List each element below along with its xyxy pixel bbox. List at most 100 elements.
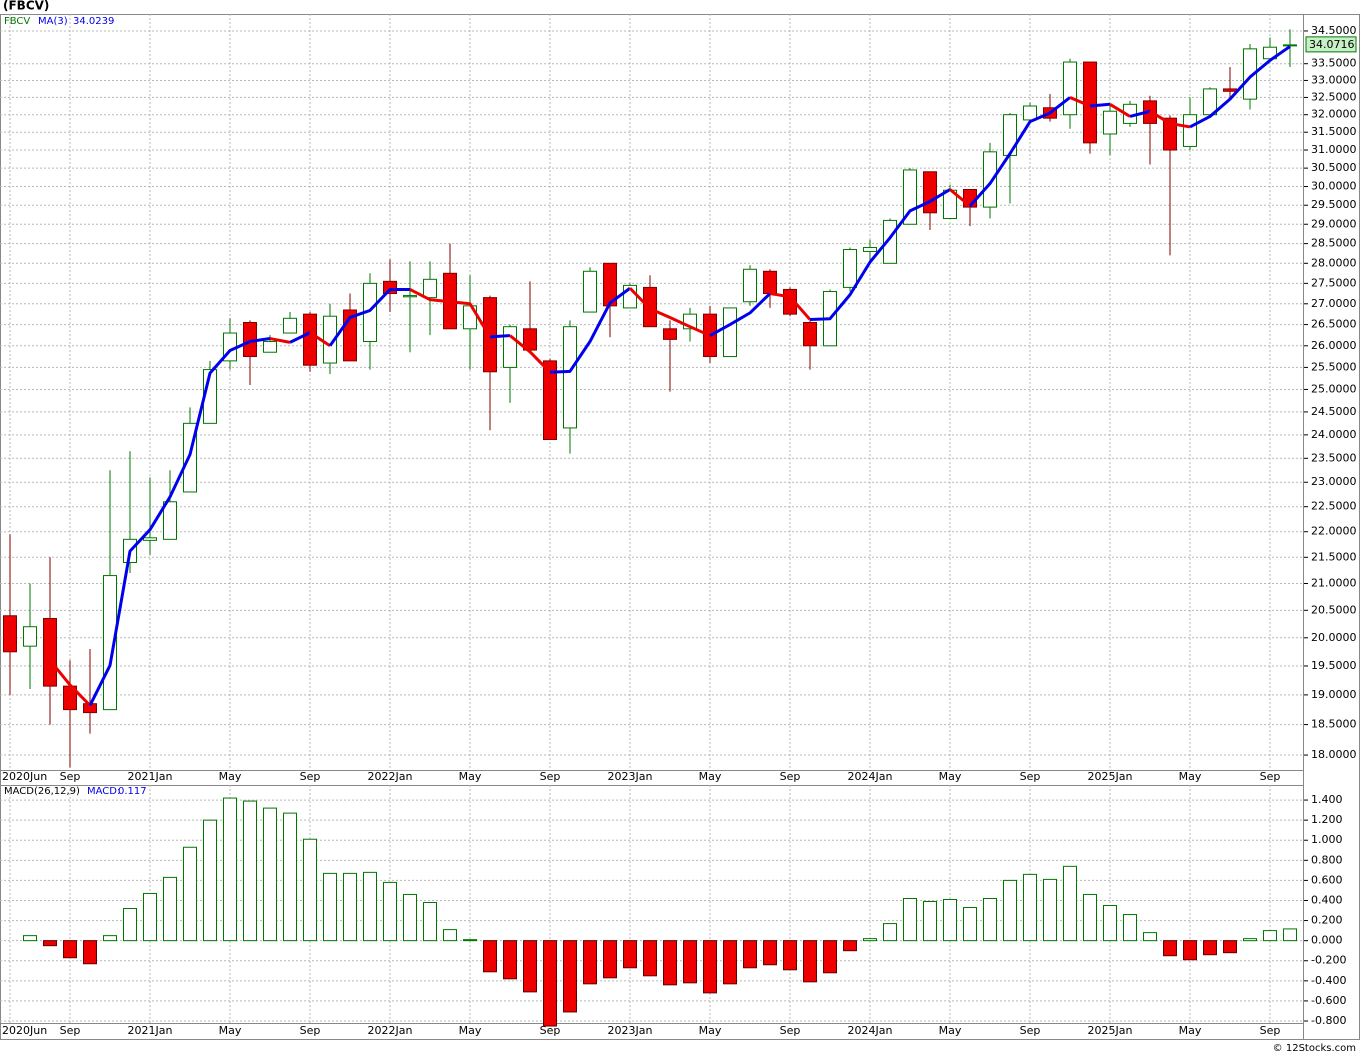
x-tick-label: May — [699, 1024, 722, 1037]
x-tick-label: May — [459, 1024, 482, 1037]
candle-body — [403, 295, 417, 298]
x-tick-label: May — [459, 770, 482, 783]
y-tick-label: 22.5000 — [1311, 500, 1357, 513]
ma-line — [1189, 45, 1291, 129]
footer: © 12Stocks.com — [1273, 1043, 1356, 1054]
bar — [1223, 940, 1237, 954]
y-tick-label: 23.5000 — [1311, 451, 1357, 464]
candle-body — [1103, 110, 1117, 135]
candle-body — [1003, 114, 1017, 156]
bar — [963, 907, 977, 942]
ma-line — [949, 188, 971, 208]
candle-body — [303, 313, 317, 366]
ma-line — [309, 331, 331, 348]
y-tick-label: 1.400 — [1311, 793, 1343, 806]
candle-body — [663, 328, 677, 340]
bar — [263, 807, 277, 942]
bar — [923, 900, 937, 942]
y-tick-label: 25.0000 — [1311, 382, 1357, 395]
bar — [403, 893, 417, 942]
bar — [903, 897, 917, 942]
x-tick-label: 2025Jan — [1088, 1024, 1133, 1037]
bar — [1063, 865, 1077, 942]
y-tick-label: 32.5000 — [1311, 90, 1357, 103]
x-tick-label: Sep — [60, 770, 81, 783]
x-tick-label: Sep — [60, 1024, 81, 1037]
x-tick-label: Sep — [1020, 1024, 1041, 1037]
bar — [1123, 914, 1137, 942]
ma-line — [809, 188, 951, 322]
candle-body — [1063, 61, 1077, 116]
x-tick-label: 2022Jan — [368, 770, 413, 783]
x-tick-label: May — [939, 1024, 962, 1037]
y-tick-label: 31.0000 — [1311, 143, 1357, 156]
bar — [303, 838, 317, 942]
bar — [803, 940, 817, 983]
y-tick-label: 0.200 — [1311, 914, 1343, 927]
y-tick-label: 28.0000 — [1311, 256, 1357, 269]
bar — [343, 872, 357, 942]
bar — [63, 940, 77, 959]
bar — [483, 940, 497, 973]
bar — [663, 940, 677, 986]
candle-body — [383, 280, 397, 295]
bar — [1243, 938, 1257, 942]
y-tick-label: -0.200 — [1311, 954, 1346, 967]
bar — [203, 819, 217, 942]
bar — [743, 940, 757, 969]
bar — [383, 881, 397, 942]
candle-body — [1163, 117, 1177, 151]
x-tick-label: May — [219, 770, 242, 783]
bar — [583, 940, 597, 985]
candle-body — [143, 537, 157, 541]
bar — [723, 940, 737, 985]
y-tick-label: 21.5000 — [1311, 550, 1357, 563]
bar — [943, 898, 957, 942]
legend-symbol: FBCV — [4, 16, 30, 27]
candle-body — [503, 326, 517, 368]
candle-body — [23, 626, 37, 647]
x-tick-label: May — [699, 770, 722, 783]
x-tick-label: 2023Jan — [608, 1024, 653, 1037]
bar — [823, 940, 837, 974]
x-tick-label: 2023Jan — [608, 770, 653, 783]
ma-line — [409, 288, 492, 338]
y-tick-label: 27.0000 — [1311, 297, 1357, 310]
candle-body — [3, 615, 17, 653]
candle-body — [843, 248, 857, 288]
y-tick-label: 1.200 — [1311, 813, 1343, 826]
candle-body — [323, 315, 337, 364]
bar — [1283, 928, 1297, 942]
candle-body — [263, 341, 277, 353]
ma-line — [1149, 109, 1191, 129]
y-tick-label: 34.5000 — [1311, 24, 1357, 37]
x-tick-label: 2021Jan — [128, 770, 173, 783]
x-tick-label: 2024Jan — [848, 770, 893, 783]
y-tick-label: 22.0000 — [1311, 525, 1357, 538]
y-tick-label: 26.0000 — [1311, 339, 1357, 352]
x-tick-label: Sep — [780, 1024, 801, 1037]
y-tick-label: 0.000 — [1311, 934, 1343, 947]
x-tick-label: Sep — [300, 770, 321, 783]
y-tick-label: 0.600 — [1311, 873, 1343, 886]
ma-line — [48, 659, 92, 707]
candle-body — [43, 617, 57, 687]
y-tick-label: 19.5000 — [1311, 659, 1357, 672]
candle-body — [763, 270, 777, 295]
y-tick-label: 33.5000 — [1311, 57, 1357, 70]
y-tick-label: -0.600 — [1311, 994, 1346, 1007]
x-tick-label: Sep — [1020, 770, 1041, 783]
bar — [143, 892, 157, 942]
y-tick-label: 26.5000 — [1311, 318, 1357, 331]
bar — [883, 923, 897, 942]
y-tick-label: 18.0000 — [1311, 748, 1357, 761]
bar — [1143, 932, 1157, 942]
x-tick-label: Sep — [300, 1024, 321, 1037]
bar — [23, 935, 37, 942]
ma-line — [1089, 102, 1111, 108]
y-tick-label: 20.0000 — [1311, 631, 1357, 644]
y-tick-label: 31.5000 — [1311, 125, 1357, 138]
bar — [983, 897, 997, 942]
ma-line — [628, 287, 711, 337]
bar — [103, 935, 117, 942]
